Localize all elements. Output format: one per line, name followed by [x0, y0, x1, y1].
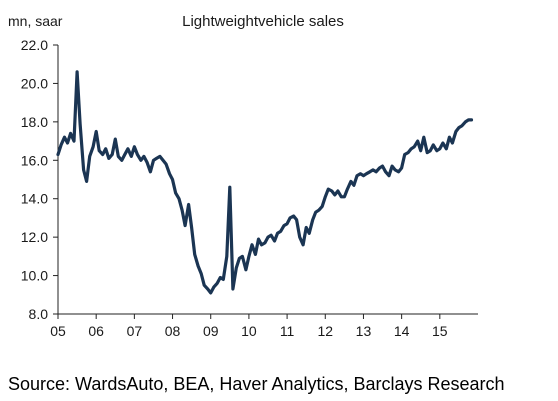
x-tick-label: 08 — [165, 323, 181, 339]
y-tick-label: 8.0 — [29, 306, 49, 322]
x-tick-label: 12 — [317, 323, 333, 339]
y-tick-label: 12.0 — [21, 229, 48, 245]
x-tick-label: 06 — [88, 323, 104, 339]
x-tick-label: 11 — [280, 323, 295, 339]
x-tick-label: 07 — [127, 323, 143, 339]
x-tick-label: 09 — [203, 323, 219, 339]
chart-title: Lightweightvehicle sales — [182, 13, 344, 30]
y-tick-label: 22.0 — [21, 37, 48, 53]
y-tick-label: 10.0 — [21, 268, 48, 284]
x-tick-label: 13 — [356, 323, 372, 339]
x-tick-label: 10 — [241, 323, 257, 339]
y-tick-label: 18.0 — [21, 114, 48, 130]
source-note: Source: WardsAuto, BEA, Haver Analytics,… — [8, 374, 505, 394]
y-tick-label: 20.0 — [21, 75, 48, 91]
series-group — [56, 70, 474, 295]
y-axis-unit-label: mn, saar — [8, 13, 63, 29]
y-tick-label: 14.0 — [21, 191, 48, 207]
x-tick-label: 15 — [432, 323, 448, 339]
x-axis-ticks: 05 06 07 08 09 10 11 12 13 14 15 — [50, 314, 448, 339]
chart: Lightweightvehicle sales mn, saar 8.0 10.… — [8, 13, 478, 339]
series-line-0 — [56, 70, 474, 295]
y-tick-label: 16.0 — [21, 152, 48, 168]
x-tick-label: 05 — [50, 323, 66, 339]
axes — [57, 45, 478, 315]
y-axis-ticks: 8.0 10.0 12.0 14.0 16.0 18.0 20.0 22.0 — [21, 37, 58, 322]
x-tick-label: 14 — [394, 323, 410, 339]
